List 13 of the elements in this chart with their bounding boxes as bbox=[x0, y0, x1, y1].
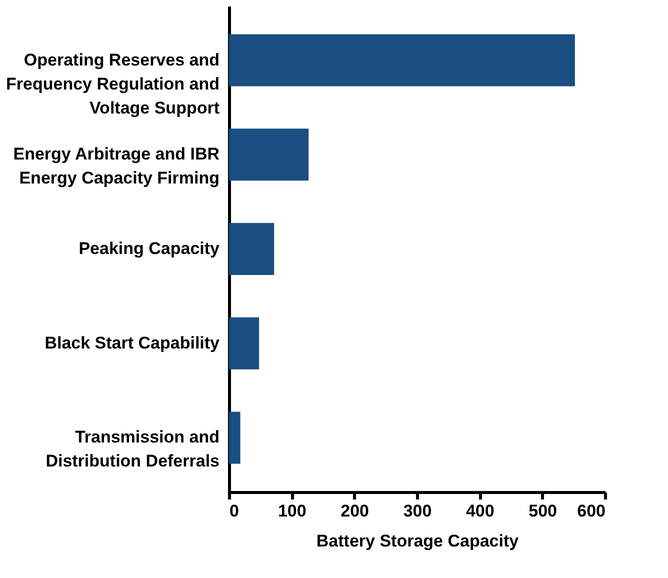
x-tick-label: 100 bbox=[278, 502, 306, 520]
y-tick-label: Energy Arbitrage and IBR Energy Capacity Firming bbox=[13, 144, 220, 188]
x-axis-title: Battery Storage Capacity bbox=[316, 532, 520, 550]
x-tick-label: 600 bbox=[577, 502, 606, 520]
x-tick-label: 400 bbox=[466, 502, 494, 520]
x-tick-label: 0 bbox=[230, 502, 239, 520]
y-tick-label: Peaking Capacity bbox=[78, 239, 220, 258]
y-tick-label: Black Start Capability bbox=[44, 333, 220, 352]
y-tick-label: Transmission and Distribution Deferrals bbox=[46, 428, 220, 471]
x-tick-label: 200 bbox=[340, 502, 370, 520]
y-tick-label: Operating Reserves and Frequency Regulation and Voltage Support bbox=[6, 50, 220, 118]
x-tick-label: 500 bbox=[528, 502, 558, 520]
x-tick-label: 300 bbox=[403, 502, 432, 520]
